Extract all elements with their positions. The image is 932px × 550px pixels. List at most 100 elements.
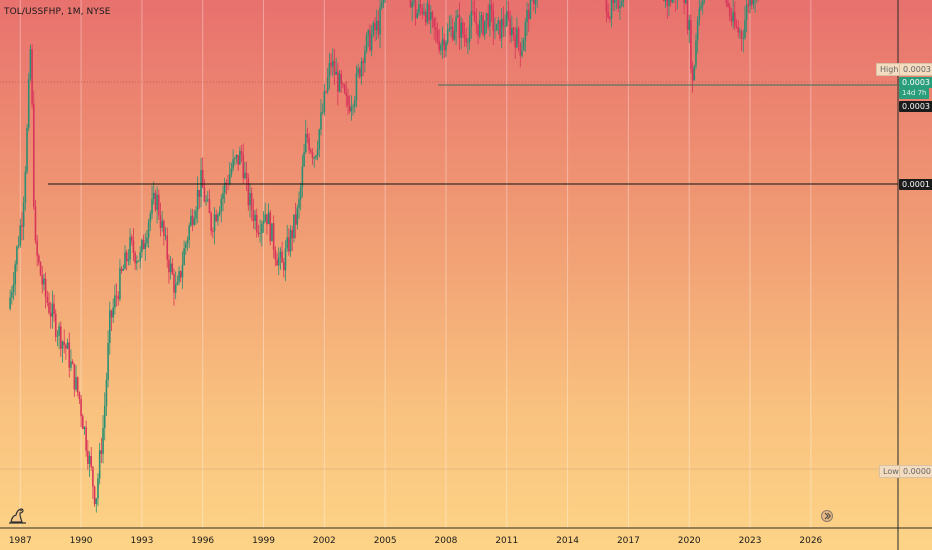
candle-body	[73, 363, 76, 390]
candle-body	[436, 29, 439, 42]
x-tick-label-2017: 2017	[617, 536, 640, 546]
candle-body	[484, 20, 486, 35]
candle-body	[97, 478, 99, 499]
candle-body	[217, 214, 219, 222]
candle-body	[112, 307, 114, 318]
candle-body	[431, 11, 434, 19]
candle-body	[445, 42, 447, 51]
candle-body	[298, 199, 300, 208]
candle-body	[320, 112, 322, 130]
candle-body	[357, 68, 359, 74]
candle-body	[686, 0, 689, 30]
candle-body	[141, 240, 143, 253]
candle-body	[685, 0, 687, 4]
candle-body	[750, 0, 753, 5]
candle-body	[742, 37, 745, 39]
candle-body	[240, 151, 243, 155]
candle-body	[9, 297, 11, 309]
candle-body	[102, 427, 104, 454]
candle-body	[21, 225, 23, 227]
candle-body	[107, 343, 109, 380]
candle-body	[348, 105, 351, 112]
candle-body	[622, 0, 625, 2]
candle-body	[752, 0, 755, 5]
candle-body	[49, 312, 52, 317]
candle-body	[87, 450, 89, 464]
candle-body	[453, 31, 456, 40]
candle-body	[242, 154, 245, 179]
candle-body	[669, 0, 672, 3]
candle-body	[435, 27, 437, 30]
candle-body	[304, 133, 307, 153]
candle-body	[740, 31, 743, 39]
candle-body	[95, 498, 98, 505]
candle-body	[71, 361, 74, 364]
candle-body	[51, 303, 54, 317]
candle-body	[448, 28, 451, 31]
candle-body	[505, 11, 508, 26]
candle-body	[195, 210, 197, 219]
candle-body	[463, 34, 466, 39]
candle-body	[296, 207, 299, 225]
candle-body	[147, 222, 150, 238]
candle-body	[163, 221, 165, 236]
candle-body	[41, 275, 44, 285]
candle-body	[455, 16, 457, 32]
x-tick-label-1999: 1999	[252, 536, 275, 546]
candle-body	[524, 22, 527, 41]
candle-body	[156, 194, 158, 210]
candle-body	[451, 26, 454, 40]
candle-body	[487, 13, 489, 27]
candle-body	[166, 235, 169, 260]
candle-body	[382, 0, 385, 4]
candle-body	[683, 0, 685, 4]
candle-body	[75, 377, 77, 390]
candle-body	[730, 16, 733, 22]
candle-body	[149, 213, 152, 223]
candle-body	[696, 19, 699, 41]
candle-body	[232, 159, 234, 169]
candle-body	[213, 214, 216, 232]
candle-body	[330, 62, 332, 67]
candle-body	[362, 61, 364, 64]
tradingview-dino-icon[interactable]	[8, 505, 28, 529]
candle-body	[201, 170, 204, 188]
candle-body	[237, 154, 239, 165]
candle-body	[614, 0, 616, 4]
candle-body	[11, 292, 13, 298]
candle-body	[426, 3, 429, 23]
candle-body	[620, 1, 623, 7]
candle-body	[218, 211, 221, 215]
candle-body	[291, 230, 294, 239]
candle-body	[208, 199, 211, 214]
candle-body	[255, 214, 258, 233]
candle-body	[196, 189, 199, 211]
candle-body	[58, 326, 60, 336]
candle-body	[125, 252, 128, 262]
candle-body	[701, 0, 704, 6]
candle-body	[490, 4, 493, 11]
candle-body	[380, 3, 383, 8]
candle-body	[276, 259, 278, 266]
candle-body	[475, 21, 478, 25]
candle-body	[497, 20, 500, 25]
goto-realtime-icon[interactable]	[821, 510, 833, 522]
x-tick-label-1987: 1987	[9, 536, 32, 546]
candle-body	[446, 30, 449, 43]
candle-body	[725, 0, 728, 4]
candle-body	[127, 259, 130, 262]
candle-body	[316, 148, 319, 156]
candle-body	[470, 11, 473, 27]
x-tick-label-2020: 2020	[678, 536, 701, 546]
candle-body	[81, 416, 84, 430]
x-tick-label-2005: 2005	[374, 536, 397, 546]
candle-body	[521, 50, 523, 56]
candle-body	[522, 40, 525, 51]
candle-body	[110, 310, 113, 318]
candle-body	[340, 73, 343, 84]
candle-body	[734, 12, 736, 27]
candle-body	[418, 4, 420, 13]
candle-body	[619, 6, 621, 9]
